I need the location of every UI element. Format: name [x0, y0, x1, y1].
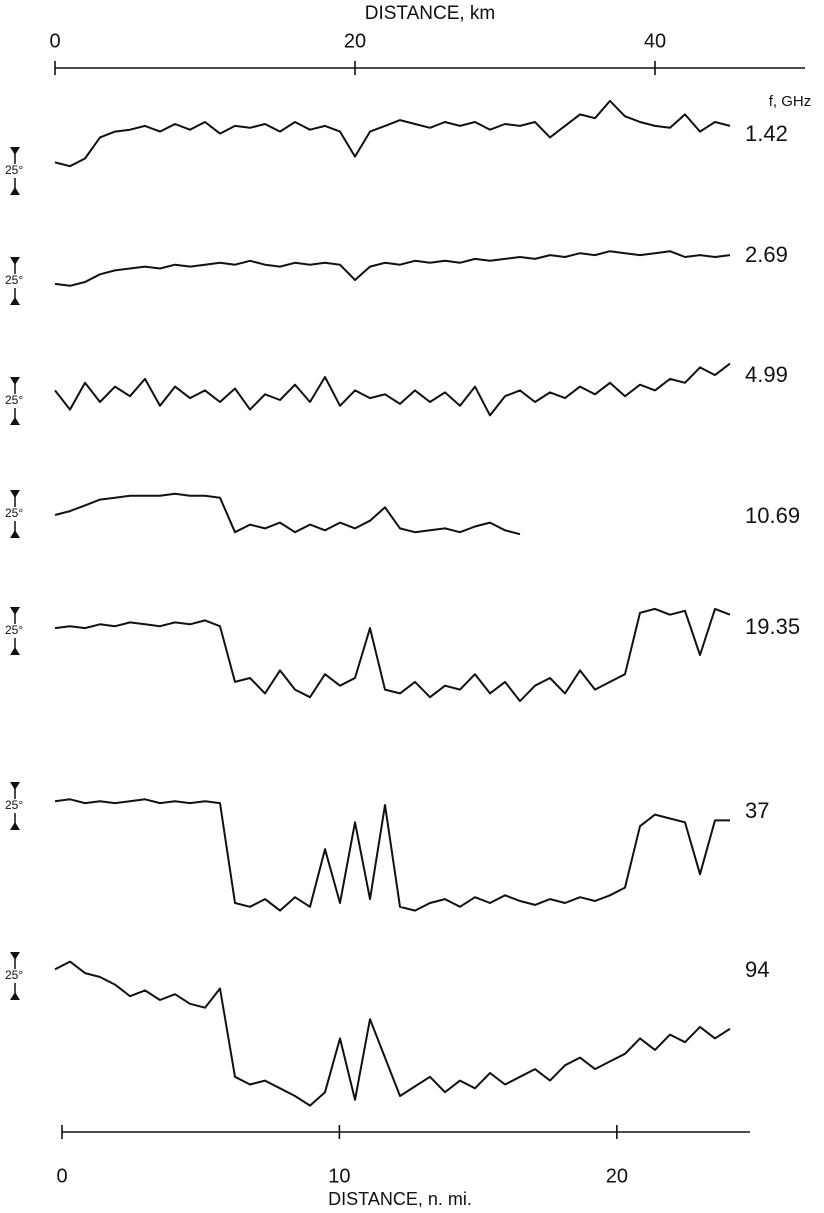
series-label: 4.99: [745, 362, 788, 387]
scale-label-bg: [4, 507, 30, 521]
x2-tick-label: 20: [606, 1165, 628, 1187]
scale-label: 25°: [5, 623, 23, 637]
x-axis-title: DISTANCE, km: [365, 3, 496, 24]
trace: [54, 798, 730, 912]
trace: [54, 607, 731, 703]
trace: [54, 492, 521, 536]
series-label: 1.42: [745, 121, 788, 146]
series-label: 37: [745, 798, 769, 823]
x2-tick-label: 0: [56, 1165, 67, 1187]
scale-label: 25°: [5, 968, 23, 982]
x-tick-label: 20: [344, 30, 366, 52]
scale-label-bg: [4, 799, 30, 813]
trace: [54, 960, 731, 1107]
trace: [54, 362, 731, 417]
trace: [54, 250, 731, 287]
x2-axis-title: DISTANCE, n. mi.: [328, 1189, 472, 1209]
scale-label: 25°: [5, 273, 23, 287]
x-tick-label: 0: [49, 30, 60, 52]
x-tick-label: 40: [644, 30, 666, 52]
scale-label: 25°: [5, 506, 23, 520]
legend-title: f, GHz: [769, 93, 812, 110]
series-label: 94: [745, 957, 769, 982]
series-label: 19.35: [745, 614, 800, 639]
scale-label-bg: [4, 624, 30, 638]
x2-tick-label: 10: [328, 1165, 350, 1187]
scale-label-bg: [4, 274, 30, 288]
series-label: 2.69: [745, 242, 788, 267]
scale-label: 25°: [5, 163, 23, 177]
scale-label-bg: [4, 164, 30, 178]
scale-label: 25°: [5, 798, 23, 812]
scale-label-bg: [4, 394, 30, 408]
trace: [54, 99, 731, 168]
series-label: 10.69: [745, 503, 800, 528]
scale-label: 25°: [5, 393, 23, 407]
scale-label-bg: [4, 969, 30, 983]
